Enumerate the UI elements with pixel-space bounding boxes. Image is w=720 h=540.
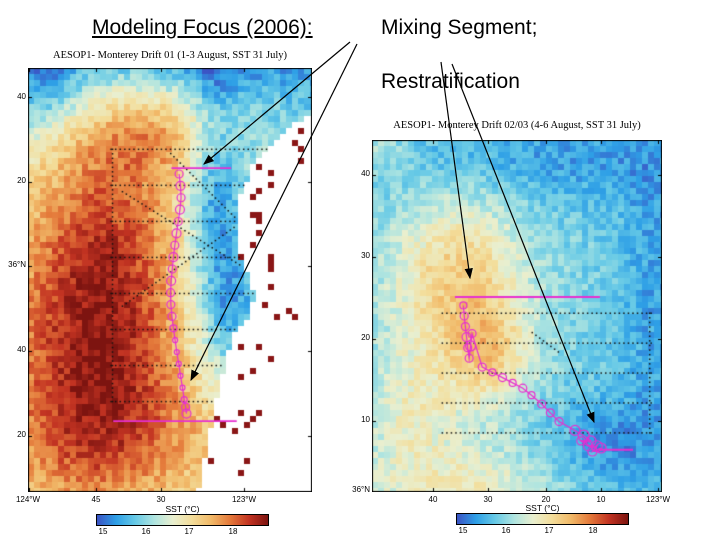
right-map-ytick-label: 40: [361, 169, 370, 178]
left-map-title: AESOP1- Monterey Drift 01 (1-3 August, S…: [52, 50, 287, 61]
right-colorbar: [456, 513, 629, 525]
left-map-ytick-label: 20: [17, 430, 26, 439]
right-colorbar-tick: 16: [501, 526, 511, 535]
left-map-sst-image: [28, 68, 312, 492]
left-map-ytick-label: 20: [17, 176, 26, 185]
right-colorbar-tick: 15: [458, 526, 468, 535]
left-map-xtick-label: 123°W: [231, 495, 257, 504]
right-map-xtick-label: 10: [596, 495, 606, 504]
left-map-ytick-label: 36°N: [8, 260, 26, 269]
right-map-xtick-label: 123°W: [645, 495, 671, 504]
right-map-ytick-label: 30: [361, 251, 370, 260]
slide-title: Modeling Focus (2006):: [92, 16, 313, 39]
left-colorbar-tick: 16: [141, 527, 151, 536]
left-map-ytick-label: 40: [17, 92, 26, 101]
left-colorbar-label: SST (°C): [165, 504, 200, 514]
right-map-sst-image: [372, 140, 662, 492]
right-map-xtick-label: 40: [428, 495, 438, 504]
right-colorbar-label: SST (°C): [525, 503, 560, 513]
left-map-xtick-label: 124°W: [15, 495, 41, 504]
right-colorbar-tick: 18: [588, 526, 598, 535]
right-map-xtick-label: 20: [541, 495, 551, 504]
right-map-ytick-label: 20: [361, 333, 370, 342]
right-map-corner-label: 36°N: [352, 485, 370, 494]
left-colorbar-tick: 17: [184, 527, 194, 536]
left-map-ytick-label: 40: [17, 345, 26, 354]
right-map-xtick-label: 30: [483, 495, 493, 504]
right-map-ytick-label: 10: [361, 415, 370, 424]
left-map-xtick-label: 30: [156, 495, 166, 504]
subtitle-restratification: Restratification: [381, 70, 520, 93]
left-map-xtick-label: 45: [91, 495, 101, 504]
subtitle-mixing-segment: Mixing Segment;: [381, 16, 538, 39]
left-colorbar-tick: 15: [98, 527, 108, 536]
left-colorbar-tick: 18: [228, 527, 238, 536]
right-colorbar-tick: 17: [544, 526, 554, 535]
left-colorbar: [96, 514, 269, 526]
right-map-title: AESOP1- Monterey Drift 02/03 (4-6 August…: [393, 120, 641, 131]
